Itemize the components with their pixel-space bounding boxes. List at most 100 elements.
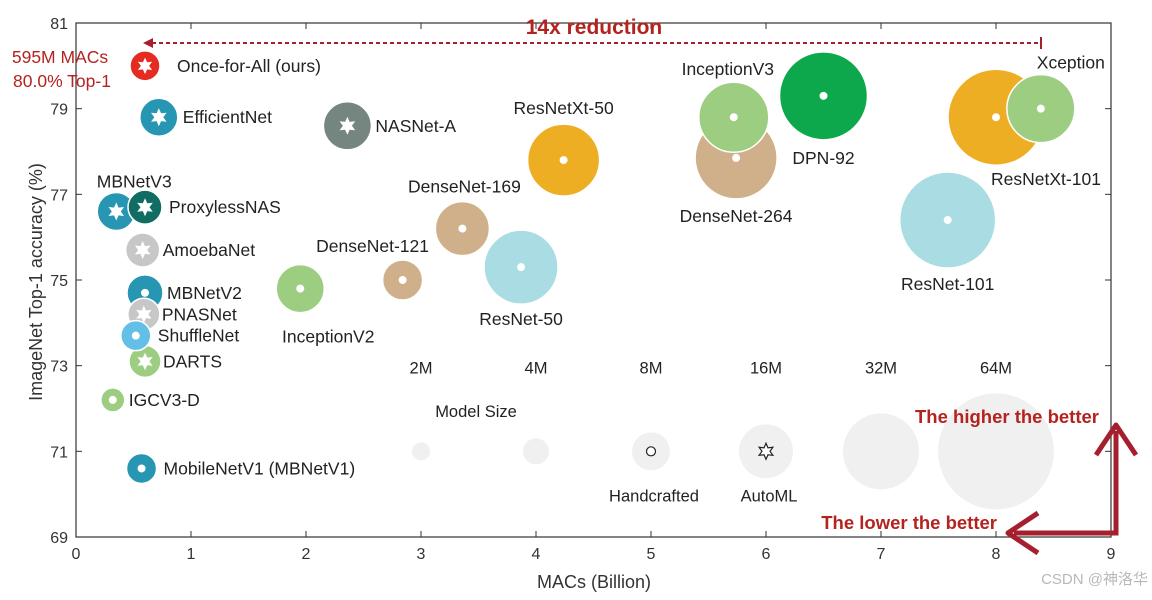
legend-size-label: 8M [640,360,663,378]
bubble-inceptionv2 [275,263,325,314]
star-marker-icon [108,202,124,221]
dot-marker-icon [458,224,467,233]
star-marker-icon [136,305,152,324]
legend-size-label: 4M [525,360,548,378]
reduction-arrow-head [143,38,153,48]
reduction-label: 14x reduction [526,16,663,39]
bubble-label: InceptionV2 [282,327,374,347]
bubble-label: PNASNet [162,304,237,324]
y-tick-label: 79 [50,102,68,119]
bubble-inceptionv3 [698,81,770,153]
bubble-label: IGCV3-D [129,390,200,410]
ofa-top1-annotation: 80.0% Top-1 [13,71,111,91]
dot-marker-icon [108,395,117,404]
x-tick-label: 5 [647,546,656,563]
y-tick-label: 73 [50,359,68,376]
legend-bubble [412,442,430,461]
legend-size-label: 2M [410,360,433,378]
bubble-densenet-121 [381,259,424,301]
bubble-label: ResNet-101 [901,274,994,294]
bubble-label: ShuffleNet [158,326,240,346]
bubble-proxylessnas [127,189,163,225]
legend-marker-label: AutoML [741,487,798,505]
y-tick-label: 71 [50,444,68,461]
bubble-label: DenseNet-264 [680,206,793,226]
automl-marker-icon [757,441,775,461]
bubbles [96,50,1076,485]
bubble-resnetxt-50 [526,123,601,197]
legend-bubble [523,438,549,465]
model-size-title: Model Size [435,403,517,421]
star-marker-icon [339,116,356,135]
bubble-labels: Once-for-All (ours) EfficientNet NASNet-A M… [97,53,1105,479]
up-arrow-head [1093,422,1139,457]
lower-better-label: The lower the better [821,512,997,533]
legend-size-label: 32M [865,360,897,378]
x-tick-label: 8 [992,546,1001,563]
legend-marker-label: Handcrafted [609,487,699,505]
bubble-dpn-92 [778,51,869,141]
bubble-label: InceptionV3 [682,59,774,79]
y-tick-label: 77 [50,187,68,204]
ofa-macs-annotation: 595M MACs [12,47,109,67]
legend-bubble [938,393,1054,510]
dot-marker-icon [296,284,305,293]
star-marker-icon [137,57,153,75]
bubble-xception [1006,73,1076,144]
x-tick-label: 1 [187,546,196,563]
y-tick-label: 69 [50,530,68,547]
bubble-label: NASNet-A [375,116,456,136]
handcrafted-marker-icon [645,446,657,457]
bubble-label: MBNetV2 [167,283,242,303]
dot-marker-icon [729,113,738,122]
x-tick-label: 4 [532,546,541,563]
bubble-label: DARTS [163,351,222,371]
bubble-igcv3-d [100,387,126,413]
higher-better-label: The higher the better [915,406,1099,427]
bubble-shufflenet [120,319,152,352]
star-marker-icon [137,352,153,371]
legend-bubble [843,413,919,490]
bubble-nasnet-a [322,101,373,151]
y-tick-label: 75 [50,273,68,290]
dot-marker-icon [732,153,741,162]
star-marker-icon [137,198,153,217]
bubble-label: MobileNetV1 (MBNetV1) [164,458,356,478]
bubble-label: Xception [1037,53,1105,73]
bubble-label: ResNetXt-50 [514,98,614,118]
bubble-densenet-169 [434,200,491,257]
x-axis-label: MACs (Billion) [537,572,651,592]
bubble-label: DenseNet-121 [316,236,429,256]
bubble-resnet-101 [898,171,997,269]
bubble-label: EfficientNet [183,107,272,127]
model-size-legend: 2M 4M 8M 16M 32M 64M Handcrafted AutoML [410,360,1054,510]
left-arrow-head [1005,510,1040,556]
dot-marker-icon [517,263,526,272]
y-axis-label: ImageNet Top-1 accuracy (%) [26,163,46,401]
dot-marker-icon [992,113,1000,122]
bubble-label: ProxylessNAS [169,197,281,217]
x-tick-label: 3 [417,546,426,563]
dot-marker-icon [943,216,952,225]
watermark: CSDN @神洛华 [1041,571,1148,588]
bubble-label: MBNetV3 [97,171,172,191]
bubble-mobilenetv1-mbnetv1- [125,452,158,485]
bubble-label: Once-for-All (ours) [177,56,321,76]
bubble-label: ResNetXt-101 [991,169,1101,189]
bubble-efficientnet [139,97,179,137]
bubble-resnet-50 [483,229,559,305]
x-tick-label: 9 [1107,546,1116,563]
dot-marker-icon [137,464,146,473]
legend-size-label: 64M [980,360,1012,378]
legend-size-label: 16M [750,360,782,378]
star-marker-icon [134,241,151,259]
x-tick-label: 0 [72,546,81,563]
dot-marker-icon [1036,104,1045,113]
dot-marker-icon [141,288,149,297]
bubble-label: AmoebaNet [163,240,256,260]
y-tick-label: 81 [50,16,68,33]
x-tick-label: 6 [762,546,771,563]
x-tick-label: 7 [877,546,886,563]
dot-marker-icon [819,91,828,100]
